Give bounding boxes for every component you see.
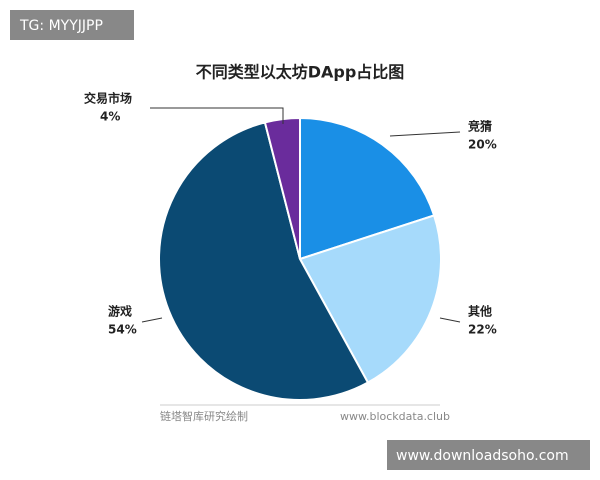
slice-label: 其他	[468, 304, 492, 319]
overlay-text: www.downloadsoho.com	[396, 448, 569, 464]
chart-title: 不同类型以太坊DApp占比图	[196, 63, 405, 82]
slice-value: 20%	[468, 138, 497, 152]
overlay-box	[10, 10, 134, 40]
leader-line	[150, 107, 284, 124]
source-url: www.blockdata.club	[340, 410, 450, 423]
leader-line	[439, 317, 461, 323]
slice-value: 54%	[108, 323, 137, 337]
pie-slice	[299, 116, 436, 261]
slice-label: 竞猜	[468, 119, 492, 134]
slice-value: 22%	[468, 323, 497, 337]
slice-label: 交易市场	[84, 91, 132, 106]
overlay-box	[387, 440, 590, 470]
slice-value: 4%	[100, 110, 120, 124]
overlay-text: TG: MYYJJPP	[19, 18, 103, 34]
pie-slice	[263, 116, 301, 260]
leader-line	[141, 317, 163, 323]
pie-slice	[298, 214, 442, 384]
slice-label: 游戏	[108, 304, 132, 319]
pie-slice	[157, 121, 370, 401]
leader-line	[389, 131, 461, 137]
source: 链塔智库研究绘制	[160, 409, 248, 423]
